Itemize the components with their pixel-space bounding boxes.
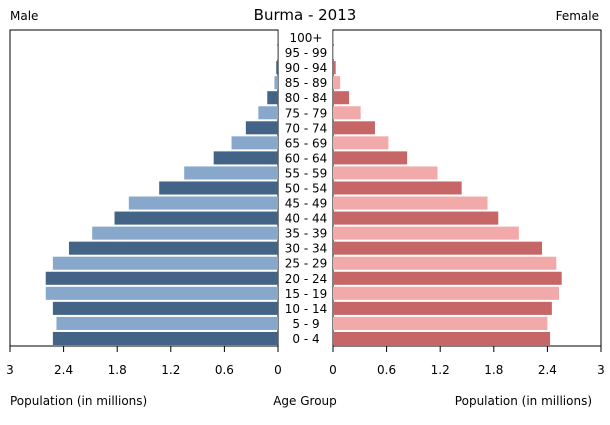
age-group-label: 35 - 39	[285, 227, 328, 241]
male-tick-label: 2.4	[54, 363, 73, 377]
female-bar	[333, 301, 552, 315]
female-bar	[333, 331, 551, 345]
female-tick-label: 1.8	[484, 363, 503, 377]
female-axis-label: Population (in millions)	[455, 394, 592, 408]
male-bar	[114, 211, 279, 225]
age-group-label: 5 - 9	[292, 317, 319, 331]
female-bar	[333, 256, 557, 270]
female-bar	[333, 76, 341, 90]
female-bar	[333, 271, 562, 285]
female-bar	[333, 61, 336, 75]
male-tick-label: 1.2	[161, 363, 180, 377]
male-header: Male	[10, 9, 38, 23]
female-bar	[333, 136, 389, 150]
male-bar	[45, 271, 278, 285]
female-header: Female	[556, 9, 599, 23]
male-bar	[277, 46, 278, 60]
female-bar	[333, 166, 438, 180]
chart-title: Burma - 2013	[254, 6, 357, 24]
female-tick-label: 0	[329, 363, 337, 377]
male-bar	[231, 136, 278, 150]
age-group-label: 30 - 34	[285, 242, 328, 256]
female-bar	[333, 106, 361, 120]
female-bar	[333, 241, 543, 255]
male-bar	[267, 91, 278, 105]
age-group-label: 95 - 99	[285, 46, 328, 60]
male-bar	[52, 301, 278, 315]
female-bar	[333, 181, 462, 195]
female-bar	[333, 91, 350, 105]
age-group-label: 55 - 59	[285, 166, 328, 180]
age-group-label: 85 - 89	[285, 76, 328, 90]
male-bar	[274, 76, 278, 90]
age-group-label: 75 - 79	[285, 106, 328, 120]
female-tick-label: 2.4	[538, 363, 557, 377]
male-bar	[56, 316, 278, 330]
male-tick-label: 3	[6, 363, 14, 377]
male-bar	[92, 226, 278, 240]
female-bar	[333, 286, 560, 300]
female-bar	[333, 46, 334, 60]
male-bar	[213, 151, 278, 165]
male-axis-label: Population (in millions)	[10, 394, 147, 408]
age-group-label: 20 - 24	[285, 272, 328, 286]
male-bar	[68, 241, 279, 255]
age-group-label: 70 - 74	[285, 121, 328, 135]
female-bar	[333, 151, 408, 165]
ticks-layer: 3 2.4 1.8 1.2 0.6 0 0 0.6 1.2 1.8 2.4 3	[6, 346, 605, 377]
male-tick-label: 0.6	[215, 363, 234, 377]
male-bar	[245, 121, 278, 135]
age-group-label: 15 - 19	[285, 287, 328, 301]
age-group-label: 25 - 29	[285, 257, 328, 271]
male-bar	[184, 166, 278, 180]
age-group-label: 45 - 49	[285, 197, 328, 211]
female-bar	[333, 196, 488, 210]
age-group-label: 50 - 54	[285, 182, 328, 196]
male-tick-label: 1.8	[108, 363, 127, 377]
bars-layer	[45, 31, 562, 345]
center-axis-label: Age Group	[273, 394, 337, 408]
age-group-label: 0 - 4	[292, 332, 319, 346]
male-bar	[128, 196, 278, 210]
female-bar	[333, 211, 499, 225]
age-group-label: 100+	[290, 31, 323, 45]
age-group-label: 60 - 64	[285, 151, 328, 165]
female-tick-label: 3	[597, 363, 605, 377]
age-group-label: 40 - 44	[285, 212, 328, 226]
male-bar	[159, 181, 278, 195]
male-bar	[45, 286, 278, 300]
male-bar	[52, 331, 278, 345]
female-bar	[333, 226, 519, 240]
age-group-label: 65 - 69	[285, 136, 328, 150]
female-tick-label: 0.6	[377, 363, 396, 377]
male-tick-label: 0	[274, 363, 282, 377]
female-bar	[333, 121, 375, 135]
female-bar	[333, 316, 548, 330]
age-group-label: 90 - 94	[285, 61, 328, 75]
male-bar	[276, 61, 278, 75]
age-group-label: 10 - 14	[285, 302, 328, 316]
female-tick-label: 1.2	[431, 363, 450, 377]
male-bar	[52, 256, 278, 270]
age-group-label: 80 - 84	[285, 91, 328, 105]
male-bar	[258, 106, 278, 120]
